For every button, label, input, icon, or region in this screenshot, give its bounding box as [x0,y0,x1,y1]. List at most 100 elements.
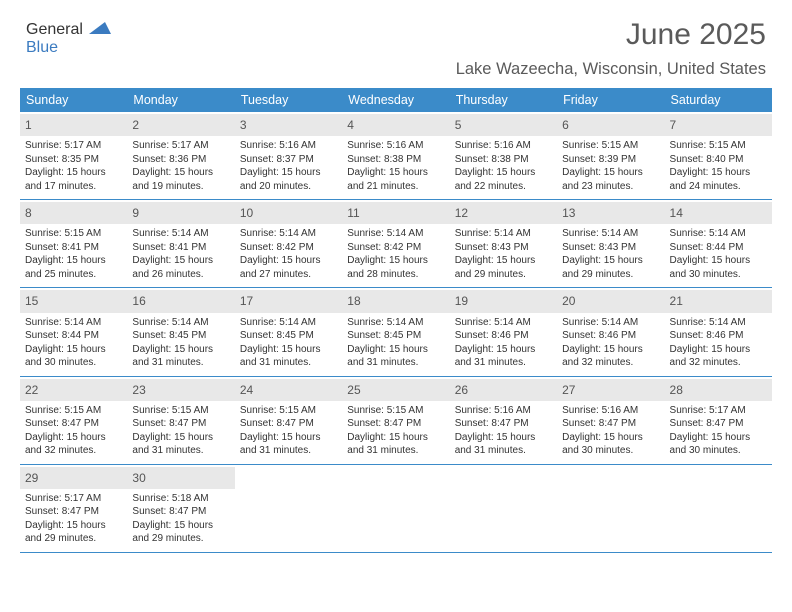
calendar-day: 24Sunrise: 5:15 AMSunset: 8:47 PMDayligh… [235,377,342,464]
calendar-day: 15Sunrise: 5:14 AMSunset: 8:44 PMDayligh… [20,288,127,375]
daylight-text-2: and 30 minutes. [25,356,122,370]
daylight-text-2: and 29 minutes. [132,532,229,546]
sunset-text: Sunset: 8:47 PM [240,417,337,431]
day-number: 22 [20,379,127,401]
calendar-week: 8Sunrise: 5:15 AMSunset: 8:41 PMDaylight… [20,200,772,288]
sunset-text: Sunset: 8:47 PM [562,417,659,431]
sunrise-text: Sunrise: 5:14 AM [347,227,444,241]
calendar-day: 16Sunrise: 5:14 AMSunset: 8:45 PMDayligh… [127,288,234,375]
logo-part2: Blue [26,39,58,56]
weekday-header: Monday [127,88,234,112]
sunrise-text: Sunrise: 5:15 AM [562,139,659,153]
sunrise-text: Sunrise: 5:15 AM [240,404,337,418]
sunset-text: Sunset: 8:37 PM [240,153,337,167]
calendar-week: 29Sunrise: 5:17 AMSunset: 8:47 PMDayligh… [20,465,772,553]
daylight-text-2: and 31 minutes. [240,444,337,458]
sunset-text: Sunset: 8:38 PM [347,153,444,167]
day-number: 24 [235,379,342,401]
day-number: 8 [20,202,127,224]
daylight-text-2: and 25 minutes. [25,268,122,282]
sunset-text: Sunset: 8:36 PM [132,153,229,167]
weekday-header: Wednesday [342,88,449,112]
sunrise-text: Sunrise: 5:14 AM [132,227,229,241]
calendar-day: 18Sunrise: 5:14 AMSunset: 8:45 PMDayligh… [342,288,449,375]
calendar-day [665,465,772,552]
daylight-text-1: Daylight: 15 hours [670,343,767,357]
daylight-text-1: Daylight: 15 hours [347,254,444,268]
sunset-text: Sunset: 8:41 PM [132,241,229,255]
sunrise-text: Sunrise: 5:14 AM [455,316,552,330]
daylight-text-1: Daylight: 15 hours [25,166,122,180]
sunset-text: Sunset: 8:47 PM [455,417,552,431]
calendar-day: 1Sunrise: 5:17 AMSunset: 8:35 PMDaylight… [20,112,127,199]
sunrise-text: Sunrise: 5:14 AM [240,316,337,330]
daylight-text-1: Daylight: 15 hours [455,431,552,445]
day-number: 4 [342,114,449,136]
day-number [235,467,342,473]
calendar-day: 27Sunrise: 5:16 AMSunset: 8:47 PMDayligh… [557,377,664,464]
calendar-day: 20Sunrise: 5:14 AMSunset: 8:46 PMDayligh… [557,288,664,375]
sunset-text: Sunset: 8:41 PM [25,241,122,255]
sunrise-text: Sunrise: 5:18 AM [132,492,229,506]
day-number: 3 [235,114,342,136]
sunset-text: Sunset: 8:43 PM [562,241,659,255]
sunset-text: Sunset: 8:46 PM [670,329,767,343]
sunset-text: Sunset: 8:46 PM [455,329,552,343]
calendar: SundayMondayTuesdayWednesdayThursdayFrid… [20,88,772,553]
daylight-text-1: Daylight: 15 hours [132,254,229,268]
day-number: 20 [557,290,664,312]
sunrise-text: Sunrise: 5:15 AM [670,139,767,153]
day-number [557,467,664,473]
daylight-text-2: and 22 minutes. [455,180,552,194]
daylight-text-1: Daylight: 15 hours [240,254,337,268]
sunrise-text: Sunrise: 5:15 AM [25,404,122,418]
daylight-text-1: Daylight: 15 hours [562,431,659,445]
weekday-header: Saturday [665,88,772,112]
sunset-text: Sunset: 8:42 PM [347,241,444,255]
sunset-text: Sunset: 8:35 PM [25,153,122,167]
calendar-day [450,465,557,552]
sunrise-text: Sunrise: 5:16 AM [240,139,337,153]
daylight-text-2: and 29 minutes. [562,268,659,282]
daylight-text-2: and 31 minutes. [132,356,229,370]
day-number [450,467,557,473]
daylight-text-2: and 23 minutes. [562,180,659,194]
sunset-text: Sunset: 8:44 PM [25,329,122,343]
sunrise-text: Sunrise: 5:14 AM [347,316,444,330]
daylight-text-2: and 29 minutes. [25,532,122,546]
weekday-header-row: SundayMondayTuesdayWednesdayThursdayFrid… [20,88,772,112]
calendar-week: 22Sunrise: 5:15 AMSunset: 8:47 PMDayligh… [20,377,772,465]
sunset-text: Sunset: 8:38 PM [455,153,552,167]
daylight-text-2: and 32 minutes. [25,444,122,458]
day-number: 21 [665,290,772,312]
daylight-text-1: Daylight: 15 hours [347,431,444,445]
calendar-day: 29Sunrise: 5:17 AMSunset: 8:47 PMDayligh… [20,465,127,552]
daylight-text-1: Daylight: 15 hours [455,343,552,357]
sunrise-text: Sunrise: 5:14 AM [25,316,122,330]
sunset-text: Sunset: 8:47 PM [132,417,229,431]
day-number [342,467,449,473]
calendar-day: 23Sunrise: 5:15 AMSunset: 8:47 PMDayligh… [127,377,234,464]
daylight-text-2: and 31 minutes. [240,356,337,370]
sunset-text: Sunset: 8:45 PM [132,329,229,343]
day-number: 17 [235,290,342,312]
sunrise-text: Sunrise: 5:16 AM [562,404,659,418]
daylight-text-2: and 24 minutes. [670,180,767,194]
day-number: 11 [342,202,449,224]
sunrise-text: Sunrise: 5:16 AM [347,139,444,153]
day-number: 2 [127,114,234,136]
daylight-text-1: Daylight: 15 hours [562,254,659,268]
header: General Blue June 2025 Lake Wazeecha, Wi… [20,18,772,80]
daylight-text-1: Daylight: 15 hours [562,166,659,180]
sunrise-text: Sunrise: 5:15 AM [347,404,444,418]
calendar-day: 26Sunrise: 5:16 AMSunset: 8:47 PMDayligh… [450,377,557,464]
logo-triangle-icon [89,21,111,38]
daylight-text-1: Daylight: 15 hours [455,254,552,268]
calendar-day: 5Sunrise: 5:16 AMSunset: 8:38 PMDaylight… [450,112,557,199]
day-number: 26 [450,379,557,401]
daylight-text-2: and 28 minutes. [347,268,444,282]
daylight-text-1: Daylight: 15 hours [347,343,444,357]
daylight-text-2: and 29 minutes. [455,268,552,282]
weekday-header: Friday [557,88,664,112]
calendar-day: 12Sunrise: 5:14 AMSunset: 8:43 PMDayligh… [450,200,557,287]
